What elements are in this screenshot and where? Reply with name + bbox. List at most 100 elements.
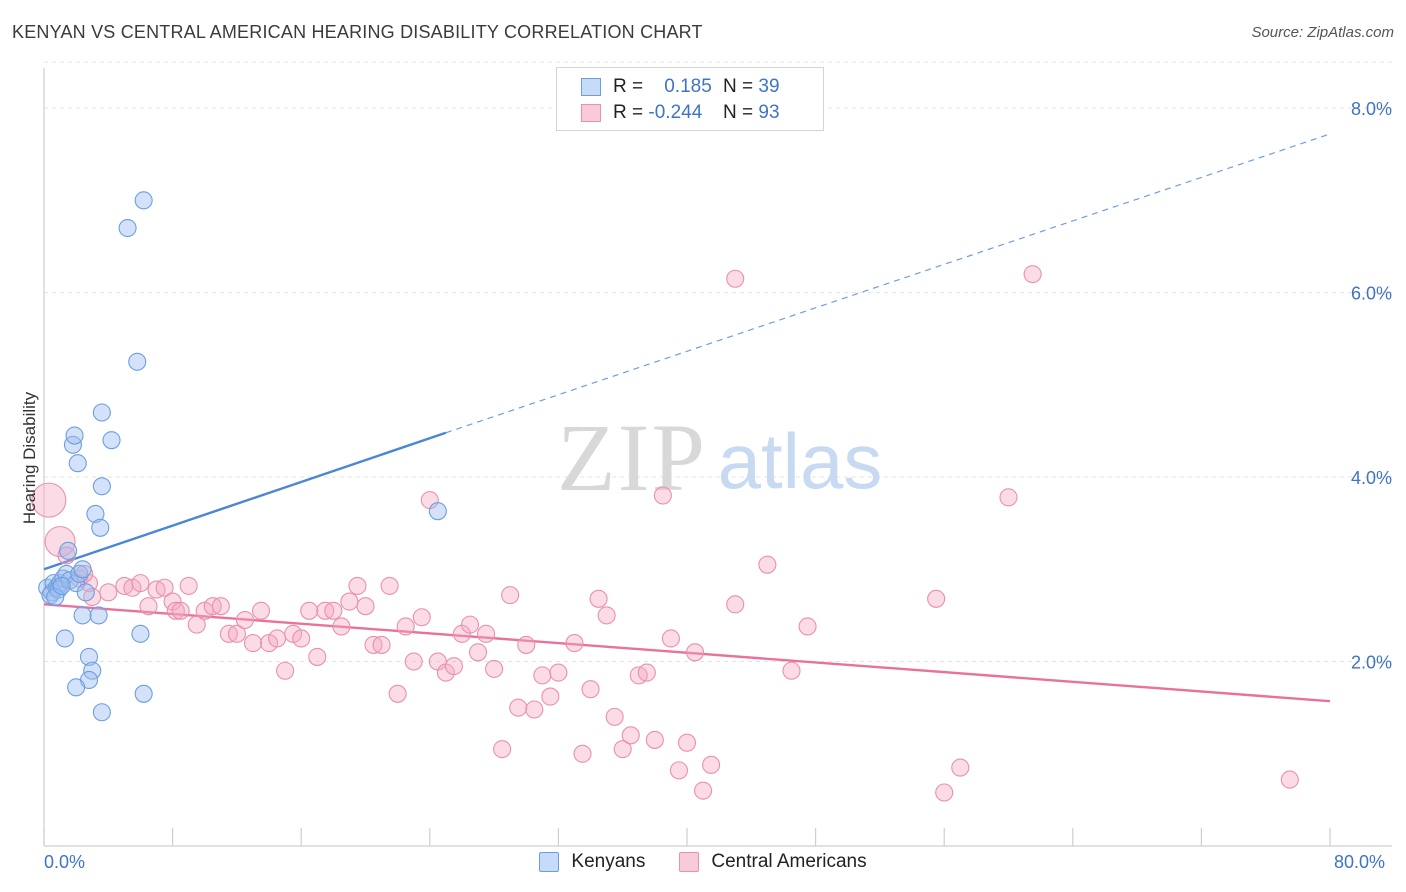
point-central-americans xyxy=(187,615,206,634)
watermark-atlas: atlas xyxy=(718,417,883,505)
point-kenyans xyxy=(128,352,147,371)
r-label: R = xyxy=(613,76,644,97)
point-central-americans xyxy=(501,586,520,605)
point-kenyans xyxy=(46,587,65,607)
legend-swatch-kenyans xyxy=(539,852,560,872)
point-central-americans xyxy=(131,574,150,593)
axes xyxy=(43,68,1392,847)
trend-line-kenyans xyxy=(43,431,447,571)
n-value-central-americans: 93 xyxy=(758,102,780,123)
point-central-americans xyxy=(677,733,697,752)
point-central-americans xyxy=(758,555,777,574)
point-central-americans xyxy=(356,597,375,616)
x-tick-label-max: 80.0% xyxy=(1334,852,1386,872)
n-label: N = xyxy=(723,102,754,123)
point-central-americans xyxy=(468,643,488,662)
legend-item-kenyans: Kenyans xyxy=(539,851,645,873)
point-central-americans xyxy=(324,601,343,620)
legend-row-kenyans: R = 0.185 N = 39 xyxy=(581,75,780,99)
point-central-americans xyxy=(99,583,118,602)
n-value-kenyans: 39 xyxy=(758,76,780,97)
point-kenyans xyxy=(76,583,95,602)
point-kenyans xyxy=(73,606,92,625)
point-central-americans xyxy=(276,661,295,680)
point-central-americans xyxy=(493,740,512,759)
point-kenyans xyxy=(86,504,105,524)
point-central-americans xyxy=(533,666,552,685)
point-central-americans xyxy=(31,482,67,518)
point-central-americans xyxy=(139,597,158,616)
point-central-americans xyxy=(477,624,496,643)
point-central-americans xyxy=(396,617,415,636)
point-kenyans xyxy=(65,426,84,445)
y-tick-label: 4.0% xyxy=(1351,468,1392,488)
point-central-americans xyxy=(166,601,185,620)
point-kenyans xyxy=(91,518,110,537)
legend-item-central-americans: Central Americans xyxy=(679,851,867,873)
point-central-americans xyxy=(613,740,632,759)
point-central-americans xyxy=(702,755,721,774)
point-central-americans xyxy=(412,608,431,627)
point-central-americans xyxy=(1280,770,1299,789)
point-central-americans xyxy=(268,629,287,648)
point-kenyans xyxy=(52,576,71,595)
point-central-americans xyxy=(597,606,616,625)
point-central-americans xyxy=(444,657,463,676)
y-tick-label: 2.0% xyxy=(1351,653,1392,673)
r-value-kenyans: 0.185 xyxy=(664,76,712,97)
trend-line-kenyans-extension xyxy=(445,133,1331,434)
n-label: N = xyxy=(723,76,754,97)
r-value-central-americans: -0.244 xyxy=(648,102,703,123)
legend-label-kenyans: Kenyans xyxy=(571,851,646,872)
point-central-americans xyxy=(621,726,640,745)
point-central-americans xyxy=(485,659,504,678)
point-kenyans xyxy=(131,624,150,643)
point-central-americans xyxy=(1023,265,1042,284)
legend-swatch-central-americans xyxy=(679,852,700,872)
point-kenyans xyxy=(92,703,111,722)
y-tick-labels: 2.0% 4.0% 6.0% 8.0% xyxy=(1351,99,1392,672)
point-kenyans xyxy=(89,606,108,625)
point-central-americans xyxy=(637,663,656,682)
point-central-americans xyxy=(404,652,423,671)
x-tick-label-min: 0.0% xyxy=(44,852,86,872)
point-central-americans xyxy=(999,488,1018,507)
point-kenyans xyxy=(134,191,153,210)
point-central-americans xyxy=(292,629,311,648)
point-central-americans xyxy=(645,730,664,749)
point-central-americans xyxy=(951,758,970,777)
point-central-americans xyxy=(348,576,367,595)
point-kenyans xyxy=(55,629,74,648)
point-central-americans xyxy=(927,589,946,608)
legend-swatch-kenyans xyxy=(581,78,601,96)
point-central-americans xyxy=(340,592,359,611)
legend-label-central-americans: Central Americans xyxy=(711,851,867,872)
r-label: R = xyxy=(613,102,644,123)
point-kenyans xyxy=(67,678,86,697)
point-central-americans xyxy=(589,589,608,608)
point-kenyans xyxy=(118,218,137,238)
point-central-americans xyxy=(460,615,480,634)
point-central-americans xyxy=(308,647,327,666)
legend-row-central-americans: R = -0.244 N = 93 xyxy=(581,101,780,125)
point-central-americans xyxy=(541,687,560,706)
point-central-americans xyxy=(227,624,246,643)
legend-swatch-central-americans xyxy=(581,104,601,122)
point-central-americans xyxy=(685,643,705,662)
point-central-americans xyxy=(605,707,624,726)
point-central-americans xyxy=(155,578,174,597)
point-central-americans xyxy=(669,761,689,780)
point-kenyans xyxy=(59,541,78,560)
y-axis-label: Hearing Disability xyxy=(20,391,39,525)
point-central-americans xyxy=(179,576,198,595)
y-tick-label: 6.0% xyxy=(1351,284,1392,304)
point-central-americans xyxy=(380,576,399,595)
series-legend: Kenyans Central Americans xyxy=(0,851,1406,873)
point-central-americans xyxy=(726,269,745,288)
point-central-americans xyxy=(235,610,254,630)
chart-title: KENYAN VS CENTRAL AMERICAN HEARING DISAB… xyxy=(12,22,703,42)
point-central-americans xyxy=(573,744,592,763)
point-kenyans xyxy=(102,431,121,450)
point-central-americans xyxy=(251,601,271,620)
